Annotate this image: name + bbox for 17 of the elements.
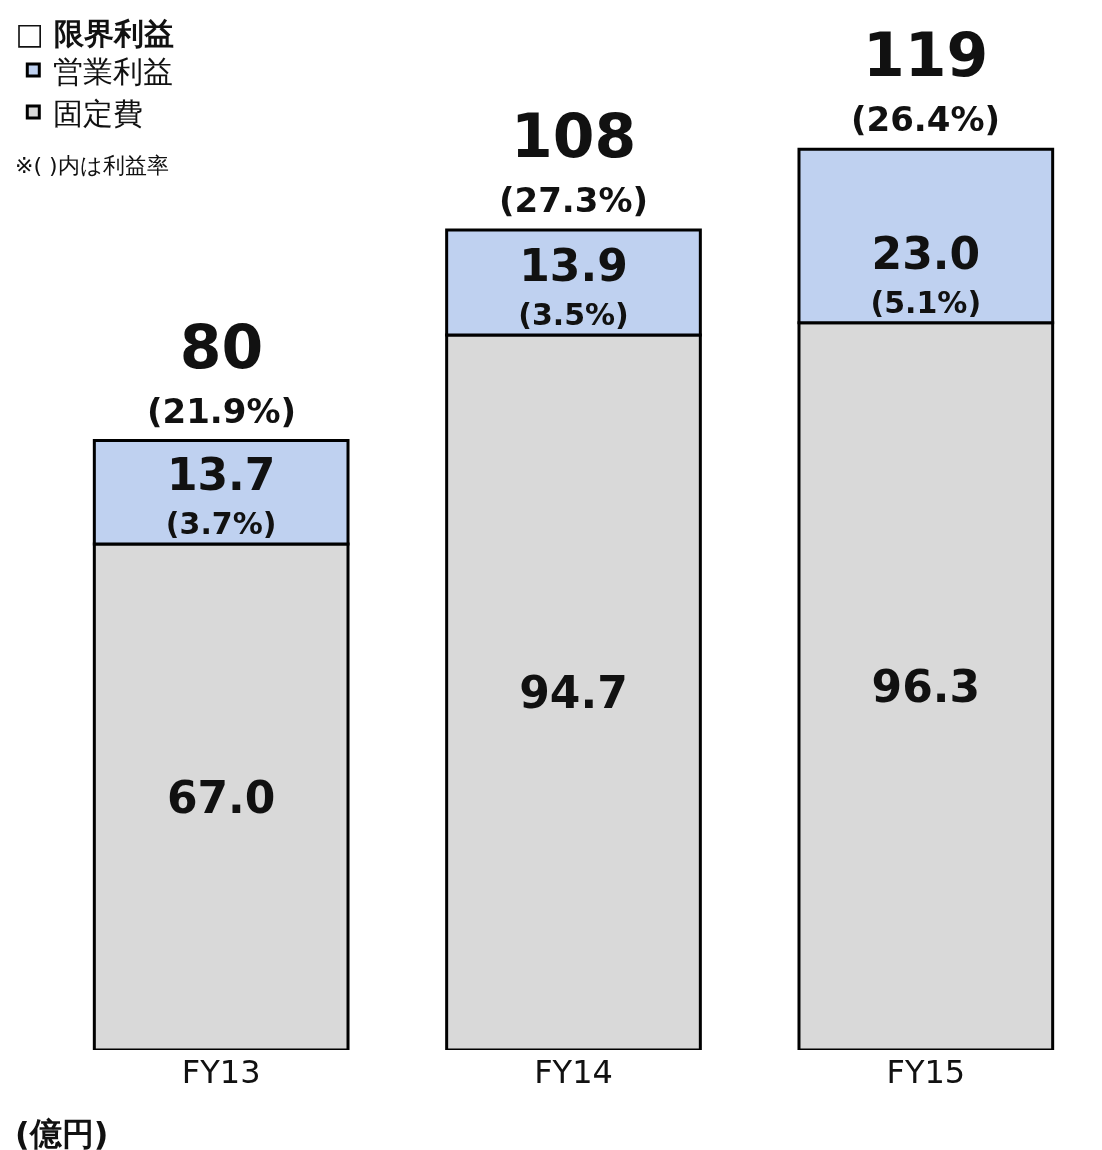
data-label: 96.3 [871,660,981,712]
total-label: 119 (26.4%) [851,20,1001,139]
data-label: 94.7 [519,666,628,718]
total-label: 80 (21.9%) [147,312,297,431]
text: (億円) [15,1115,109,1150]
x-tick-label: FY15 [886,1053,966,1091]
legend-title: □ 限界利益 [15,16,175,51]
data-label: 23.0 (5.1%) [870,227,982,320]
data-label: 13.9 (3.5%) [518,239,629,332]
annotation: ※( )内は利益率 [15,153,169,178]
total-label: 108 (27.3%) [499,101,649,220]
data-label: 13.7 (3.7%) [165,448,277,542]
x-tick-label: FY13 [181,1053,261,1091]
legend-label: 固定費 [53,95,144,131]
x-tick-label: FY14 [534,1053,613,1091]
data-label: 67.0 [166,771,276,823]
legend-label: 営業利益 [53,53,174,89]
